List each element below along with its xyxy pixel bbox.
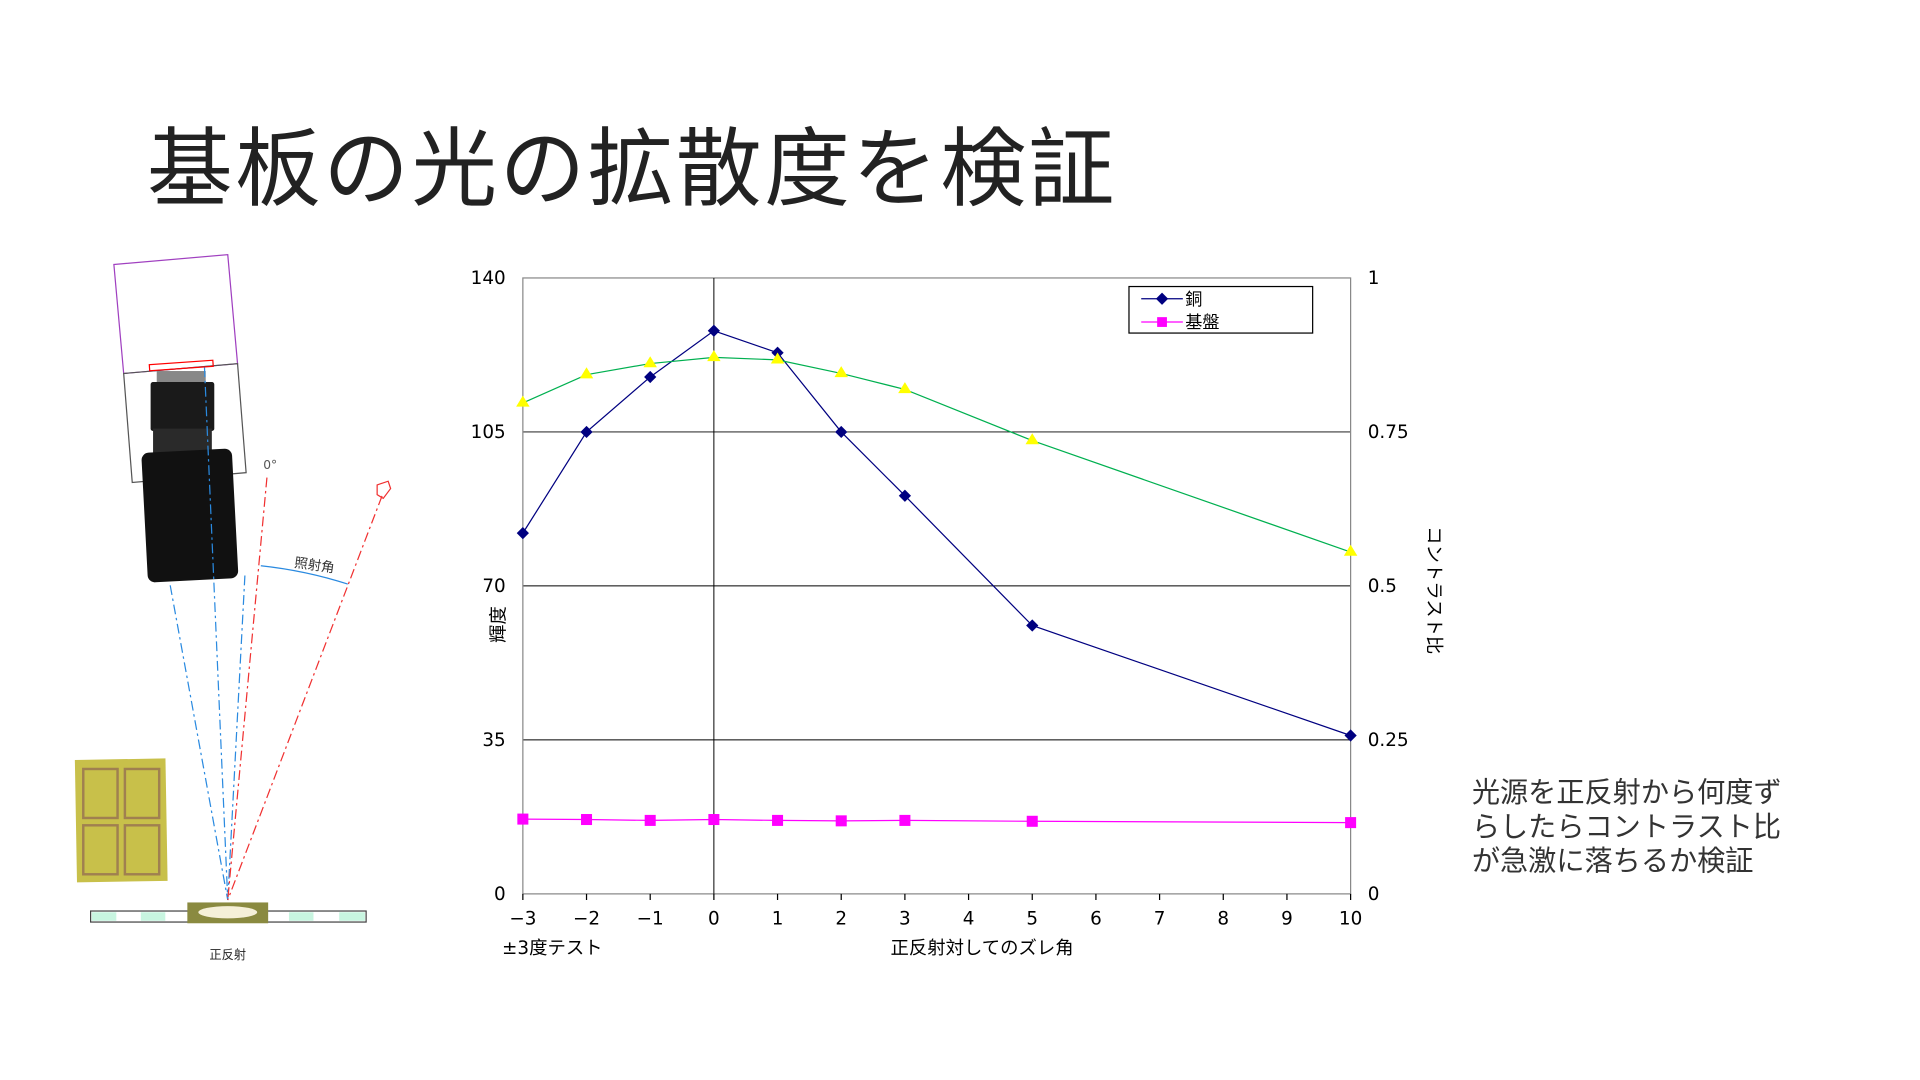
x-tick-label: 9	[1281, 908, 1293, 929]
data-point-square	[581, 814, 593, 826]
y2-axis-label: コントラスト比	[1423, 526, 1444, 654]
legend-copper: 銅	[1185, 290, 1202, 310]
data-point-triangle	[707, 350, 721, 362]
data-point-triangle	[1343, 544, 1358, 556]
data-point-triangle	[579, 367, 594, 379]
x-tick-label: −3	[509, 908, 536, 929]
x-tick-label: 5	[1026, 908, 1038, 929]
irradiation-angle-arc	[260, 565, 348, 585]
y2-tick-label: 0.25	[1368, 730, 1409, 751]
series-line-0	[522, 330, 1351, 737]
light-source-icon	[376, 480, 392, 500]
light-rays	[169, 367, 383, 901]
x-tick-label: 4	[963, 908, 975, 929]
data-point-diamond	[516, 527, 529, 540]
y-tick-label: 70	[482, 576, 505, 597]
y2-tick-label: 0.5	[1368, 576, 1397, 597]
data-point-square	[644, 814, 656, 826]
series-line-2	[522, 356, 1351, 553]
data-point-square	[1026, 815, 1038, 827]
legend-square-icon	[1157, 317, 1167, 327]
x-tick-label: 1	[772, 908, 784, 929]
x-tick-label: 7	[1154, 908, 1166, 929]
data-point-triangle	[1025, 433, 1039, 445]
data-point-square	[708, 814, 720, 826]
pcb-sample-image	[74, 758, 168, 883]
data-point-triangle	[516, 395, 530, 407]
x-tick-label: 6	[1090, 908, 1102, 929]
plot-area	[522, 277, 1352, 895]
y-tick-label: 140	[471, 268, 506, 289]
legend: 銅 基盤	[1128, 285, 1314, 334]
data-point-square	[1345, 817, 1357, 829]
data-point-diamond	[707, 324, 721, 337]
data-point-square	[517, 813, 529, 825]
x-tick-label: 3	[899, 908, 911, 929]
x-tick-label: 8	[1217, 908, 1229, 929]
data-point-square	[835, 815, 847, 827]
x-tick-label: 2	[835, 908, 847, 929]
legend-substrate: 基盤	[1185, 313, 1219, 333]
data-point-square	[772, 814, 784, 826]
data-point-triangle	[643, 356, 657, 368]
data-point-triangle	[898, 382, 912, 394]
data-point-diamond	[644, 370, 657, 384]
x-tick-label: 10	[1339, 908, 1362, 929]
angle-zero-label: 0°	[263, 458, 277, 472]
y-tick-label: 105	[471, 422, 506, 443]
data-point-triangle	[834, 366, 848, 378]
y2-tick-label: 1	[1368, 268, 1380, 289]
x-tick-label: −2	[573, 908, 600, 929]
x-tick-label: −1	[637, 908, 664, 929]
data-point-triangle	[770, 352, 785, 364]
y-axis-label: 輝度	[488, 606, 509, 643]
x-axis-left-label: ±3度テスト	[502, 938, 603, 959]
y2-tick-label: 0.75	[1368, 422, 1409, 443]
slide-title: 基板の光の拡散度を検証	[146, 118, 1117, 220]
x-axis-label: 正反射対してのズレ角	[891, 938, 1074, 959]
data-point-square	[899, 814, 911, 826]
slide-note: 光源を正反射から何度ずらしたらコントラスト比が急激に落ちるか検証	[1471, 777, 1782, 878]
camera-housing-outline	[113, 254, 247, 484]
irradiation-angle-label: 照射角	[293, 555, 335, 576]
stage-bar	[90, 902, 367, 924]
x-tick-label: 0	[708, 908, 720, 929]
data-point-diamond	[1344, 729, 1357, 742]
y-tick-label: 35	[482, 730, 505, 751]
y-tick-label: 0	[494, 884, 506, 905]
y2-tick-label: 0	[1368, 884, 1380, 905]
camera-icon	[141, 371, 239, 583]
specular-label: 正反射	[209, 947, 246, 962]
